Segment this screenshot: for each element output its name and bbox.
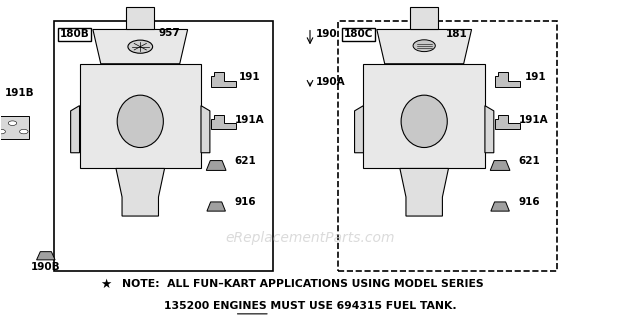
Polygon shape bbox=[377, 29, 472, 64]
Polygon shape bbox=[410, 7, 438, 29]
Circle shape bbox=[413, 40, 435, 52]
Text: 621: 621 bbox=[235, 156, 257, 166]
Text: 180C: 180C bbox=[344, 29, 373, 39]
Text: 916: 916 bbox=[235, 197, 256, 207]
Text: 190B: 190B bbox=[31, 262, 61, 272]
Text: 181: 181 bbox=[446, 29, 467, 39]
Polygon shape bbox=[71, 106, 79, 153]
Polygon shape bbox=[485, 106, 494, 153]
Polygon shape bbox=[201, 106, 210, 153]
Text: 191: 191 bbox=[525, 72, 546, 82]
Ellipse shape bbox=[401, 95, 447, 148]
Polygon shape bbox=[206, 161, 226, 170]
Text: ★: ★ bbox=[100, 278, 112, 291]
Polygon shape bbox=[211, 72, 236, 87]
Text: 191A: 191A bbox=[235, 115, 264, 124]
Text: 191A: 191A bbox=[518, 115, 548, 124]
FancyBboxPatch shape bbox=[338, 21, 557, 270]
Polygon shape bbox=[207, 202, 226, 211]
Text: 957: 957 bbox=[159, 28, 180, 38]
Polygon shape bbox=[355, 106, 363, 153]
Polygon shape bbox=[400, 168, 448, 216]
Text: 191B: 191B bbox=[4, 88, 34, 98]
Text: 180B: 180B bbox=[60, 29, 90, 39]
Text: 621: 621 bbox=[518, 156, 541, 166]
Text: 190A: 190A bbox=[316, 77, 346, 87]
Polygon shape bbox=[495, 72, 520, 87]
Text: 135200 ENGINES MUST USE 694315 FUEL TANK.: 135200 ENGINES MUST USE 694315 FUEL TANK… bbox=[164, 301, 456, 311]
Text: 191: 191 bbox=[239, 72, 260, 82]
Polygon shape bbox=[79, 64, 201, 168]
Text: 916: 916 bbox=[518, 197, 540, 207]
Ellipse shape bbox=[117, 95, 163, 148]
Polygon shape bbox=[495, 115, 520, 129]
Polygon shape bbox=[37, 252, 55, 260]
Polygon shape bbox=[211, 115, 236, 129]
Circle shape bbox=[128, 40, 153, 53]
Polygon shape bbox=[126, 7, 154, 29]
Polygon shape bbox=[116, 168, 164, 216]
Polygon shape bbox=[93, 29, 188, 64]
Polygon shape bbox=[490, 161, 510, 170]
Polygon shape bbox=[0, 116, 30, 139]
Circle shape bbox=[0, 129, 6, 134]
Text: NOTE:  ALL FUN–KART APPLICATIONS USING MODEL SERIES: NOTE: ALL FUN–KART APPLICATIONS USING MO… bbox=[122, 279, 484, 289]
Circle shape bbox=[8, 121, 17, 125]
Polygon shape bbox=[491, 202, 510, 211]
Text: eReplacementParts.com: eReplacementParts.com bbox=[225, 231, 395, 245]
Circle shape bbox=[20, 129, 28, 134]
Text: 190: 190 bbox=[316, 29, 338, 39]
Polygon shape bbox=[363, 64, 485, 168]
FancyBboxPatch shape bbox=[54, 21, 273, 270]
